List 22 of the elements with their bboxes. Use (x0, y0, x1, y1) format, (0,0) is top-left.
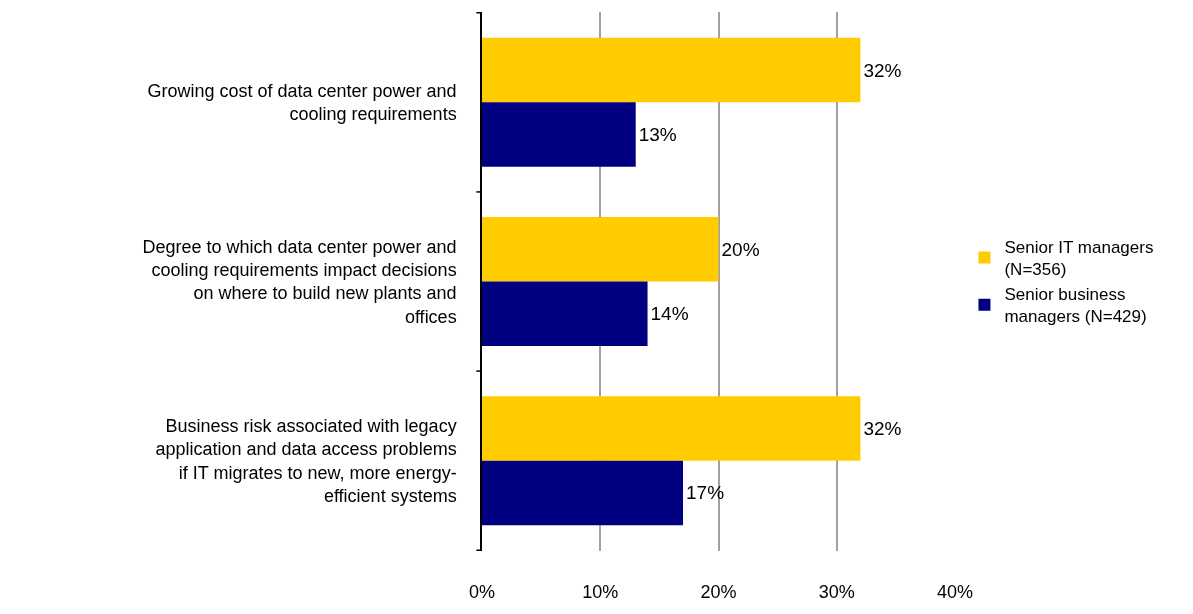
data-label: 14% (650, 303, 689, 325)
data-label: 17% (686, 482, 725, 504)
data-label: 32% (863, 59, 902, 81)
bar (482, 102, 636, 167)
x-tick-label: 40% (936, 582, 974, 602)
bar (482, 281, 648, 346)
x-tick-label: 10% (582, 582, 619, 602)
data-label: 32% (863, 417, 902, 439)
x-tick-label: 20% (700, 582, 737, 602)
legend-label: Senior business managers (N=429) (1004, 285, 1147, 327)
bar (482, 217, 719, 282)
x-tick-label: 30% (818, 582, 855, 602)
legend-label: Senior IT managers (N=356) (1004, 238, 1154, 280)
data-label: 20% (721, 238, 760, 260)
x-tick-label: 0% (468, 582, 496, 602)
y-tick-label: Degree to which data center power and cooling requirements impact decisions on where to build new plants and offices (142, 236, 457, 327)
y-tick-label: Growing cost of data center power and cooling requirements (147, 80, 457, 125)
y-tick-label: Business risk associated with legacy application and data access problems if IT migrates to new, more energy-efficient systems (155, 415, 457, 507)
bar (482, 37, 861, 103)
data-label: 13% (638, 124, 677, 146)
bar (482, 396, 861, 461)
bar (482, 460, 684, 526)
